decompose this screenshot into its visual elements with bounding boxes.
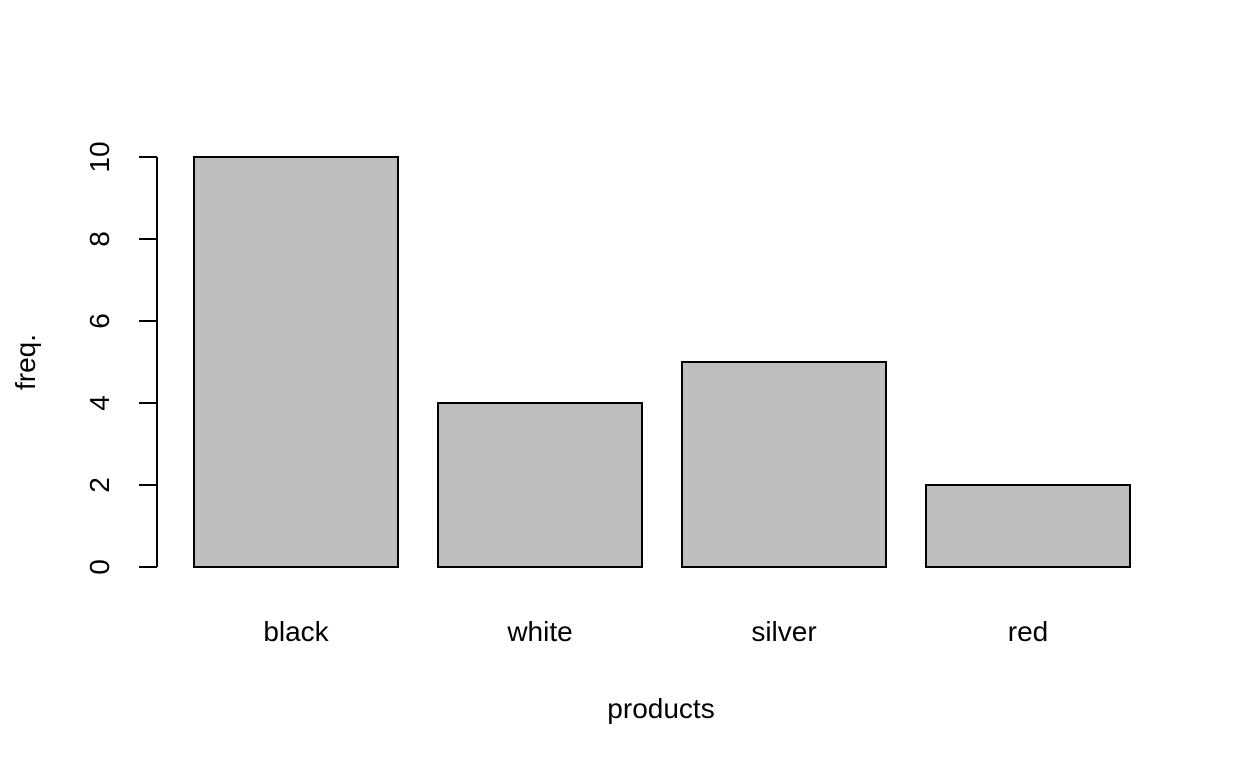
y-tick-label-6: 6 [84, 313, 115, 329]
category-label-black: black [263, 616, 329, 647]
bars-layer [193, 156, 1131, 568]
bar-white [437, 402, 643, 568]
category-label-white: white [506, 616, 572, 647]
y-tick-label-0: 0 [84, 559, 115, 575]
bar-silver [681, 361, 887, 568]
y-axis-title: freq. [10, 334, 41, 390]
bar-black [193, 156, 399, 568]
x-category-labels: black white silver red [263, 616, 1048, 647]
bar-red [925, 484, 1131, 568]
y-tick-label-10: 10 [84, 141, 115, 172]
category-label-red: red [1008, 616, 1048, 647]
y-tick-label-2: 2 [84, 477, 115, 493]
category-label-silver: silver [751, 616, 816, 647]
y-tick-label-8: 8 [84, 231, 115, 247]
y-tick-label-4: 4 [84, 395, 115, 411]
x-axis-title: products [607, 693, 714, 724]
y-axis: 0 2 4 6 8 10 [84, 141, 158, 575]
